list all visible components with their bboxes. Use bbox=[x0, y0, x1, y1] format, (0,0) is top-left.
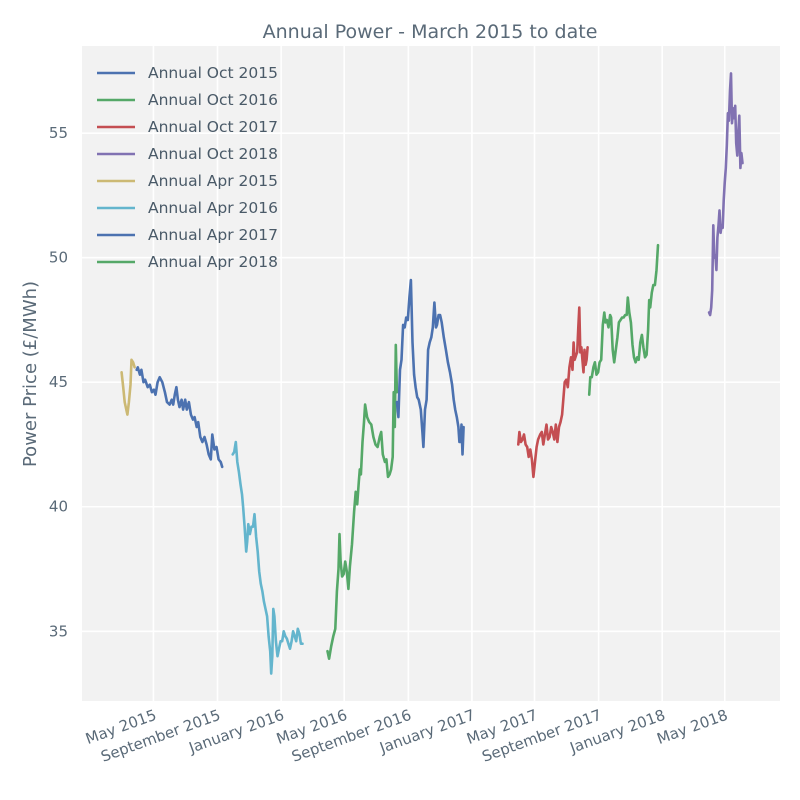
legend-item: Annual Oct 2018 bbox=[97, 145, 278, 163]
chart-title: Annual Power - March 2015 to date bbox=[263, 21, 598, 43]
y-tick-label: 40 bbox=[49, 498, 68, 516]
y-tick-label: 50 bbox=[49, 249, 68, 267]
series-line-2 bbox=[517, 306, 589, 479]
legend-item: Annual Oct 2016 bbox=[97, 91, 278, 109]
legend-item: Annual Apr 2018 bbox=[97, 253, 278, 271]
legend-label: Annual Oct 2018 bbox=[148, 145, 278, 163]
series-line-6 bbox=[395, 278, 465, 456]
legend-label: Annual Apr 2015 bbox=[148, 172, 278, 190]
y-tick-labels: 35 40 45 50 55 bbox=[49, 124, 68, 640]
legend-label: Annual Oct 2017 bbox=[148, 118, 278, 136]
series-line-3 bbox=[707, 72, 744, 317]
legend-label: Annual Apr 2017 bbox=[148, 226, 278, 244]
series-line-1 bbox=[326, 343, 399, 660]
y-tick-label: 45 bbox=[49, 373, 68, 391]
grid bbox=[82, 46, 780, 701]
legend-label: Annual Apr 2016 bbox=[148, 199, 278, 217]
legend-label: Annual Oct 2015 bbox=[148, 64, 278, 82]
y-tick-label: 35 bbox=[49, 622, 68, 640]
legend-item: Annual Oct 2017 bbox=[97, 118, 278, 136]
legend-item: Annual Apr 2015 bbox=[97, 172, 278, 190]
x-tick-label: May 2018 bbox=[654, 706, 730, 748]
plot-area bbox=[82, 46, 780, 701]
legend-label: Annual Oct 2016 bbox=[148, 91, 278, 109]
y-axis-label: Power Price (£/MWh) bbox=[20, 281, 41, 467]
legend-item: Annual Apr 2017 bbox=[97, 226, 278, 244]
series-line-0 bbox=[135, 366, 224, 469]
legend-item: Annual Apr 2016 bbox=[97, 199, 278, 217]
legend: Annual Oct 2015 Annual Oct 2016 Annual Oct… bbox=[97, 64, 278, 271]
series-lines bbox=[120, 72, 744, 675]
series-line-7 bbox=[587, 243, 660, 396]
legend-label: Annual Apr 2018 bbox=[148, 253, 278, 271]
series-line-5 bbox=[231, 440, 304, 675]
legend-item: Annual Oct 2015 bbox=[97, 64, 278, 82]
series-line-4 bbox=[120, 358, 136, 416]
y-tick-label: 55 bbox=[49, 124, 68, 142]
